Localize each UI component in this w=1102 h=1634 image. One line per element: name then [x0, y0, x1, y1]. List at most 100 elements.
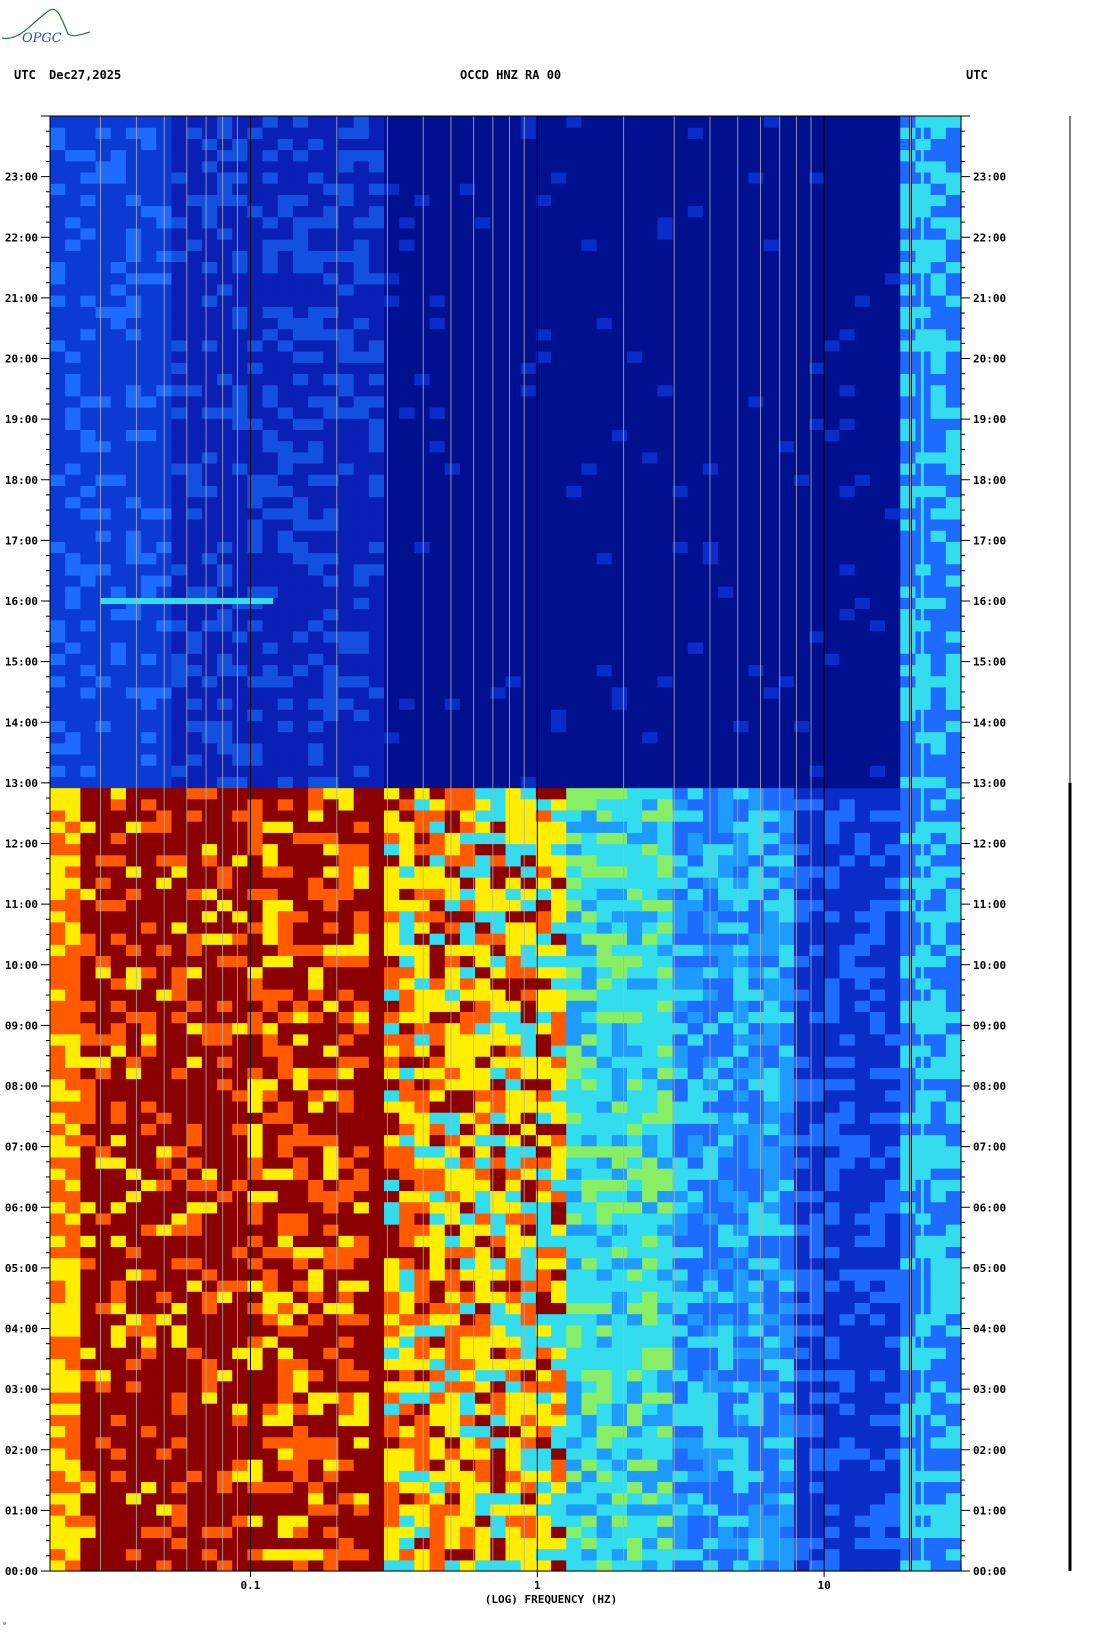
heatmap-cell: [217, 1470, 233, 1483]
heatmap-cell: [718, 686, 734, 699]
heatmap-cell: [809, 1537, 825, 1550]
heatmap-cell: [414, 1224, 431, 1236]
heatmap-cell: [581, 1515, 598, 1527]
heatmap-cell: [186, 1033, 203, 1046]
heatmap-cell: [657, 944, 674, 957]
heatmap-cell: [171, 1056, 188, 1068]
heatmap-cell: [566, 899, 583, 912]
heatmap-cell: [885, 698, 901, 710]
heatmap-cell: [110, 1391, 127, 1404]
heatmap-cell: [748, 1313, 765, 1326]
heatmap-cell: [323, 642, 340, 654]
heatmap-cell: [945, 1168, 962, 1180]
heatmap-cell: [80, 787, 97, 800]
heatmap-cell: [368, 989, 385, 1001]
heatmap-cell: [763, 1302, 780, 1315]
heatmap-cell: [626, 1078, 643, 1091]
heatmap-cell: [110, 1537, 127, 1550]
heatmap-cell: [581, 1380, 598, 1393]
heatmap-cell: [520, 1548, 537, 1561]
heatmap-cell: [566, 653, 583, 666]
heatmap-cell: [247, 1067, 264, 1080]
heatmap-cell: [581, 1459, 598, 1471]
heatmap-cell: [308, 1280, 324, 1292]
heatmap-cell: [414, 1168, 431, 1180]
heatmap-cell: [399, 1481, 415, 1494]
heatmap-cell: [292, 1078, 309, 1091]
heatmap-cell: [930, 1268, 947, 1281]
heatmap-cell: [551, 989, 567, 1001]
heatmap-cell: [414, 854, 431, 867]
heatmap-cell: [824, 1179, 841, 1192]
heatmap-cell: [475, 955, 491, 968]
heatmap-cell: [687, 1335, 704, 1348]
heatmap-cell: [869, 1246, 886, 1259]
heatmap-cell: [596, 753, 613, 766]
heatmap-cell: [869, 1291, 886, 1303]
heatmap-cell: [505, 765, 522, 777]
heatmap-cell: [930, 1156, 947, 1169]
heatmap-cell: [262, 1168, 279, 1180]
heatmap-cell: [277, 776, 294, 789]
heatmap-cell: [687, 1179, 704, 1192]
heatmap-cell: [323, 1548, 340, 1561]
heatmap-cell: [323, 1459, 340, 1471]
heatmap-cell: [353, 1100, 370, 1113]
heatmap-cell: [687, 765, 704, 777]
heatmap-cell: [505, 1291, 522, 1303]
heatmap-cell: [384, 1459, 400, 1471]
heatmap-cell: [217, 1212, 233, 1225]
heatmap-cell: [141, 989, 157, 1001]
heatmap-cell: [626, 1156, 643, 1169]
heatmap-cell: [353, 1347, 370, 1359]
heatmap-cell: [611, 1403, 628, 1415]
heatmap-cell: [490, 1190, 507, 1203]
heatmap-cell: [338, 854, 355, 867]
heatmap-cell: [566, 1089, 583, 1102]
heatmap-cell: [687, 809, 704, 822]
heatmap-cell: [824, 1324, 841, 1337]
heatmap-cell: [551, 1380, 567, 1393]
heatmap-cell: [945, 1257, 962, 1270]
heatmap-cell: [171, 910, 188, 923]
heatmap-cell: [885, 1425, 901, 1438]
heatmap-cell: [778, 1280, 795, 1292]
heatmap-cell: [65, 720, 81, 733]
heatmap-cell: [399, 787, 415, 800]
heatmap-cell: [793, 921, 810, 934]
heatmap-cell: [885, 966, 901, 979]
heatmap-cell: [885, 1459, 901, 1471]
heatmap-cell: [642, 877, 658, 889]
heatmap-cell: [611, 1067, 628, 1080]
heatmap-cell: [535, 709, 552, 721]
heatmap-cell: [809, 843, 825, 856]
heatmap-cell: [141, 698, 157, 710]
heatmap-cell: [201, 921, 218, 934]
heatmap-cell: [429, 955, 446, 968]
heatmap-cell: [869, 1100, 886, 1113]
heatmap-cell: [945, 1503, 962, 1516]
heatmap-cell: [308, 1358, 324, 1371]
heatmap-cell: [505, 1078, 522, 1091]
heatmap-cell: [945, 821, 962, 833]
heatmap-cell: [642, 809, 658, 822]
heatmap-cell: [475, 877, 491, 889]
heatmap-cell: [839, 1246, 856, 1259]
heatmap-cell: [353, 698, 370, 710]
heatmap-cell: [80, 1537, 97, 1550]
heatmap-cell: [551, 877, 567, 889]
heatmap-cell: [657, 1246, 674, 1259]
heatmap-cell: [308, 1291, 324, 1303]
heatmap-cell: [702, 1403, 719, 1415]
heatmap-cell: [80, 1425, 97, 1438]
heatmap-cell: [277, 1212, 294, 1225]
heatmap-cell: [125, 1246, 142, 1259]
heatmap-cell: [65, 1168, 81, 1180]
heatmap-cell: [50, 798, 66, 811]
heatmap-cell: [414, 1302, 431, 1315]
heatmap-cell: [824, 1403, 841, 1415]
heatmap-cell: [626, 1470, 643, 1483]
heatmap-cell: [141, 1067, 157, 1080]
heatmap-cell: [900, 1145, 917, 1158]
heatmap-cell: [429, 1335, 446, 1348]
